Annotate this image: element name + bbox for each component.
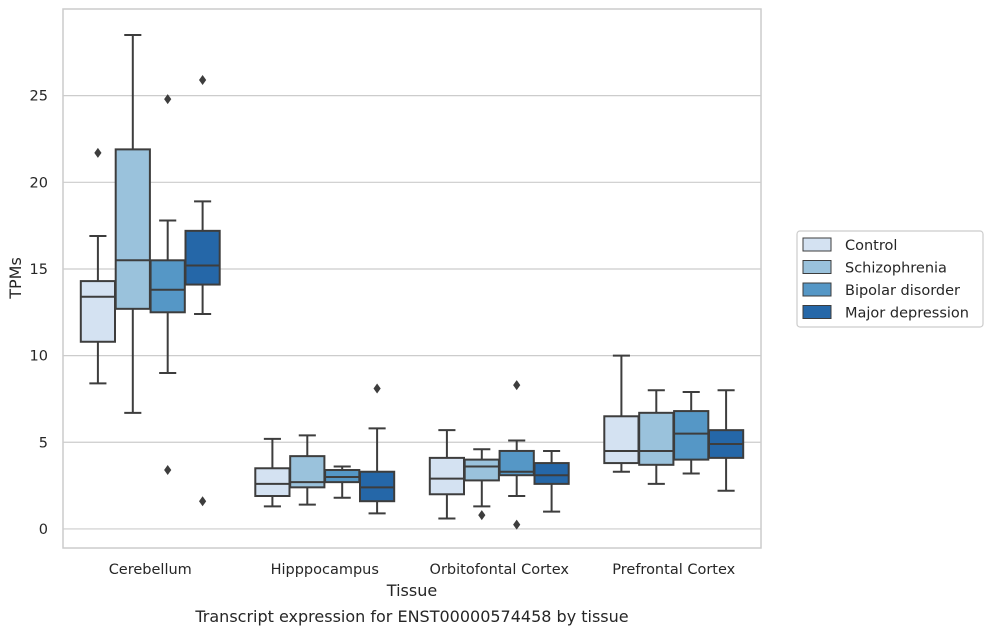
box-body — [184, 229, 221, 286]
box-cerebellum-schizophrenia — [114, 33, 151, 414]
x-axis-ticks: Cerebellum Hipppocampus Orbitofontal Corte… — [109, 562, 736, 578]
legend-swatch — [802, 305, 832, 319]
box-body — [603, 415, 640, 465]
outlier-point — [199, 496, 207, 507]
legend-label: Control — [845, 238, 897, 254]
legend: Control Schizophrenia Bipolar disorder Majo… — [796, 230, 984, 328]
box-cerebellum-major-depression — [184, 75, 221, 507]
legend-frame — [796, 230, 984, 328]
outlier-point — [513, 519, 521, 530]
legend-label: Bipolar disorder — [845, 283, 960, 299]
plot-frame — [62, 8, 762, 549]
box-body — [149, 259, 186, 314]
box-orbitofontal-cortex-major-depression — [533, 449, 570, 513]
legend-label: Major depression — [845, 306, 969, 322]
box-orbitofontal-cortex-schizophrenia — [463, 448, 500, 521]
box-body — [114, 148, 151, 310]
box-body — [673, 410, 710, 461]
x-tick-label: Hipppocampus — [271, 562, 379, 578]
box-plots — [79, 33, 745, 530]
x-tick-label: Prefrontal Cortex — [612, 562, 735, 578]
y-tick-label: 20 — [30, 175, 48, 191]
box-prefrontal-cortex-schizophrenia — [638, 389, 675, 485]
outlier-point — [199, 75, 207, 86]
box-prefrontal-cortex-bipolar-disorder — [673, 391, 710, 475]
box-body — [428, 456, 466, 496]
outlier-point — [478, 510, 486, 521]
y-tick-label: 15 — [30, 262, 48, 278]
outlier-point — [513, 380, 521, 391]
y-tick-label: 0 — [39, 522, 48, 538]
box-hipppocampus-bipolar-disorder — [324, 465, 361, 499]
legend-label: Schizophrenia — [845, 261, 947, 277]
box-body — [463, 458, 500, 482]
outlier-point — [373, 383, 381, 394]
box-body — [638, 411, 675, 466]
y-tick-label: 25 — [30, 89, 48, 105]
x-tick-label: Orbitofontal Cortex — [430, 562, 570, 578]
box-hipppocampus-major-depression — [358, 383, 396, 515]
box-prefrontal-cortex-major-depression — [707, 389, 745, 492]
box-hipppocampus-control — [254, 437, 291, 508]
legend-swatch — [802, 237, 832, 252]
legend-swatch — [802, 282, 832, 297]
y-axis-ticks: 0 5 10 15 20 25 — [30, 89, 48, 538]
outlier-point — [94, 147, 102, 158]
outlier-point — [164, 465, 172, 476]
box-orbitofontal-cortex-control — [428, 429, 466, 520]
box-body — [533, 462, 570, 485]
y-tick-label: 5 — [39, 435, 48, 451]
box-body — [254, 467, 291, 498]
box-prefrontal-cortex-control — [603, 354, 640, 473]
outlier-point — [164, 94, 172, 105]
x-axis-label: Tissue — [386, 581, 437, 600]
box-orbitofontal-cortex-bipolar-disorder — [498, 380, 535, 530]
chart-caption: Transcript expression for ENST0000057445… — [194, 607, 628, 626]
y-tick-label: 10 — [30, 349, 48, 365]
box-body — [79, 280, 117, 343]
x-tick-label: Cerebellum — [109, 562, 192, 578]
box-cerebellum-control — [79, 147, 117, 385]
box-cerebellum-bipolar-disorder — [149, 94, 186, 476]
y-axis-label: TPMs — [6, 257, 25, 300]
legend-swatch — [802, 260, 832, 274]
